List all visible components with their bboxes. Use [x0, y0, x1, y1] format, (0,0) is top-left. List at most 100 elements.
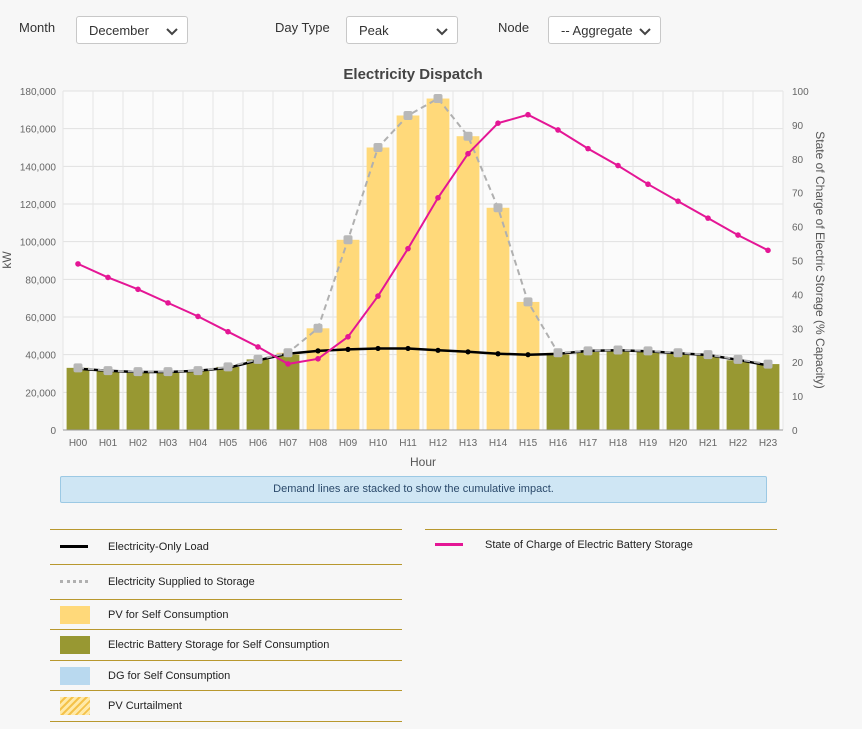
point-state-of-charge-of-electric-battery-storage — [75, 261, 81, 267]
point-state-of-charge-of-electric-battery-storage — [645, 181, 651, 188]
chevron-down-icon — [436, 28, 448, 36]
y-tick-label: 40,000 — [25, 351, 56, 362]
x-tick-label: H00 — [69, 438, 88, 449]
x-tick-label: H14 — [489, 438, 508, 449]
node-label: Node — [498, 20, 530, 35]
month-select[interactable]: December — [76, 16, 188, 44]
chart-title: Electricity Dispatch — [343, 66, 482, 83]
line-state-of-charge-of-electric-battery-storage — [77, 113, 769, 365]
bar-pv-for-self-consumption — [396, 115, 420, 430]
legend-label: Electricity Supplied to Storage — [108, 576, 255, 588]
point-electricity-only-load — [495, 351, 501, 357]
y-tick-label: 180,000 — [20, 87, 57, 98]
legend-item[interactable]: Electricity Supplied to Storage — [50, 565, 402, 600]
x-tick-label: H16 — [549, 438, 568, 449]
x-tick-label: H10 — [369, 438, 388, 449]
point-state-of-charge-of-electric-battery-storage — [405, 245, 411, 252]
legend-label: PV Curtailment — [108, 700, 182, 712]
y2-tick-label: 40 — [792, 290, 804, 301]
legend-color-swatch — [60, 666, 90, 685]
point-electricity-supplied-to-storage — [583, 346, 593, 356]
point-electricity-supplied-to-storage — [193, 366, 203, 376]
point-state-of-charge-of-electric-battery-storage — [465, 150, 471, 157]
day-type-value: Peak — [359, 22, 389, 38]
y2-axis-label: State of Charge of Electric Storage (% C… — [813, 131, 827, 388]
legend-item[interactable]: State of Charge of Electric Battery Stor… — [425, 530, 777, 560]
x-tick-label: H05 — [219, 438, 238, 449]
legend-item[interactable]: Electricity-Only Load — [50, 530, 402, 565]
point-electricity-supplied-to-storage — [463, 131, 473, 141]
day-type-label: Day Type — [275, 20, 330, 35]
legend-color-swatch — [60, 605, 90, 624]
bar-electric-battery-storage-for-self-consumption — [636, 351, 660, 430]
point-state-of-charge-of-electric-battery-storage — [165, 300, 171, 306]
x-tick-label: H01 — [99, 438, 118, 449]
month-value: December — [89, 22, 149, 38]
point-electricity-supplied-to-storage — [523, 297, 533, 307]
node-select[interactable]: -- Aggregate — [548, 16, 661, 44]
point-electricity-supplied-to-storage — [553, 348, 563, 358]
x-tick-label: H02 — [129, 438, 148, 449]
point-electricity-supplied-to-storage — [73, 363, 83, 373]
point-state-of-charge-of-electric-battery-storage — [495, 120, 501, 127]
legend-label: State of Charge of Electric Battery Stor… — [485, 539, 693, 551]
point-state-of-charge-of-electric-battery-storage — [375, 293, 381, 299]
bar-electric-battery-storage-for-self-consumption — [126, 372, 150, 430]
bar-electric-battery-storage-for-self-consumption — [246, 359, 270, 430]
legend-item[interactable]: PV Curtailment — [50, 691, 402, 722]
point-electricity-supplied-to-storage — [343, 235, 353, 245]
electricity-dispatch-chart: Electricity Dispatch 0 20,000 40,000 60,000… — [0, 66, 827, 469]
bar-electric-battery-storage-for-self-consumption — [576, 350, 600, 430]
legend-hatch-swatch — [60, 697, 90, 715]
point-electricity-supplied-to-storage — [133, 367, 143, 377]
legend-dashed-swatch — [60, 580, 88, 583]
legend-label: DG for Self Consumption — [108, 669, 231, 682]
y2-tick-label: 50 — [792, 257, 804, 268]
bar-electric-battery-storage-for-self-consumption — [276, 354, 300, 430]
point-state-of-charge-of-electric-battery-storage — [525, 111, 531, 118]
bar-electric-battery-storage-for-self-consumption — [696, 355, 720, 430]
point-electricity-supplied-to-storage — [253, 354, 263, 364]
legend-color-swatch — [60, 636, 90, 654]
point-electricity-supplied-to-storage — [613, 345, 623, 355]
legend-divider — [425, 529, 777, 530]
x-tick-label: H03 — [159, 438, 178, 449]
legend-item[interactable]: Electric Battery Storage for Self Consum… — [50, 630, 402, 661]
legend-item[interactable]: PV for Self Consumption — [50, 600, 402, 630]
day-type-select[interactable]: Peak — [346, 16, 458, 44]
bar-pv-for-self-consumption — [366, 147, 390, 430]
point-electricity-only-load — [465, 349, 471, 355]
bar-electric-battery-storage-for-self-consumption — [606, 350, 630, 430]
y2-tick-label: 90 — [792, 121, 804, 132]
point-electricity-only-load — [345, 346, 351, 352]
x-tick-label: H12 — [429, 438, 448, 449]
bar-pv-for-self-consumption — [306, 328, 330, 430]
line-electricity-supplied-to-storage — [77, 97, 769, 373]
point-electricity-supplied-to-storage — [433, 94, 443, 104]
legend-label: PV for Self Consumption — [108, 608, 229, 621]
point-electricity-supplied-to-storage — [373, 143, 383, 152]
y2-tick-label: 70 — [792, 189, 804, 200]
point-state-of-charge-of-electric-battery-storage — [555, 127, 561, 133]
x-tick-label: H21 — [699, 438, 718, 449]
y2-tick-label: 20 — [792, 358, 804, 369]
point-electricity-only-load — [435, 347, 441, 353]
point-electricity-supplied-to-storage — [643, 346, 653, 356]
x-tick-label: H13 — [459, 438, 478, 449]
y2-tick-label: 80 — [792, 155, 804, 166]
legend-label: Electric Battery Storage for Self Consum… — [108, 639, 330, 651]
point-electricity-only-load — [405, 345, 411, 352]
y2-tick-label: 30 — [792, 324, 804, 335]
legend-item[interactable]: DG for Self Consumption — [50, 661, 402, 691]
point-state-of-charge-of-electric-battery-storage — [315, 356, 321, 362]
y-tick-label: 120,000 — [20, 200, 57, 211]
y2-tick-label: 60 — [792, 223, 804, 234]
x-tick-label: H15 — [519, 438, 538, 449]
legend-line-swatch — [60, 545, 88, 548]
point-state-of-charge-of-electric-battery-storage — [675, 198, 681, 204]
bar-electric-battery-storage-for-self-consumption — [216, 366, 240, 430]
x-tick-label: H23 — [759, 438, 778, 449]
x-tick-label: H08 — [309, 438, 328, 449]
month-label: Month — [19, 20, 56, 35]
point-electricity-supplied-to-storage — [493, 203, 503, 213]
